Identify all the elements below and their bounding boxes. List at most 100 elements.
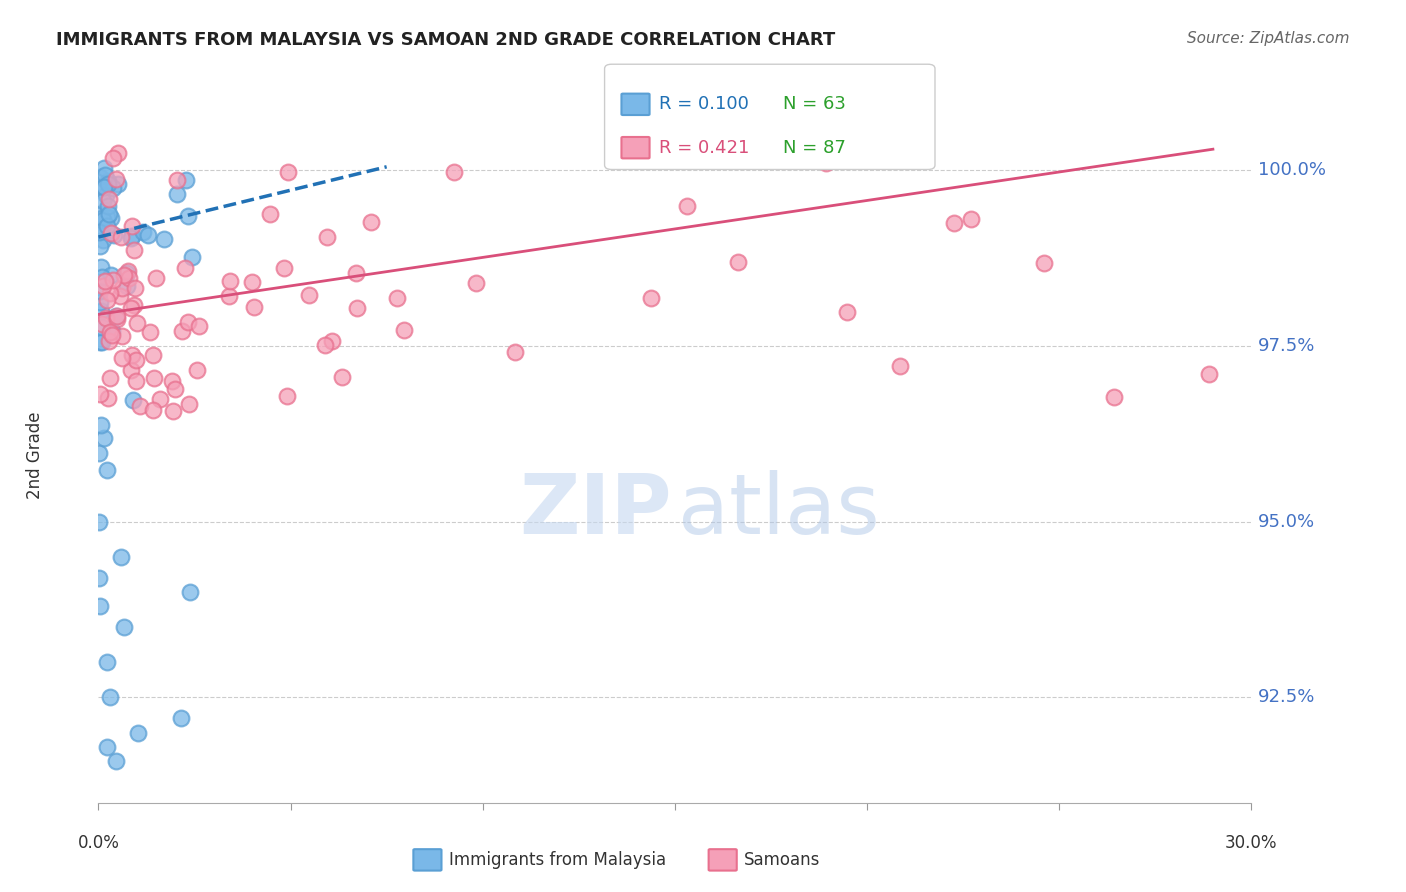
Point xyxy=(89,169,111,184)
Point xyxy=(104,309,127,323)
Point xyxy=(87,571,110,585)
Point xyxy=(103,228,125,243)
Point xyxy=(105,309,128,323)
Point xyxy=(176,173,198,187)
Text: R = 0.100: R = 0.100 xyxy=(659,95,749,113)
Point xyxy=(93,161,115,175)
Point xyxy=(128,725,150,739)
Point xyxy=(89,335,111,350)
Point xyxy=(314,338,336,352)
Point xyxy=(111,351,134,366)
Point xyxy=(179,585,201,599)
Point xyxy=(727,255,749,269)
Point xyxy=(105,312,128,326)
Point xyxy=(149,392,172,407)
Point xyxy=(960,212,983,227)
Point xyxy=(94,310,117,325)
Point xyxy=(100,324,122,338)
Point xyxy=(87,207,110,221)
Point xyxy=(93,431,115,445)
Point xyxy=(94,274,117,288)
Point xyxy=(120,301,142,315)
Point xyxy=(120,363,142,377)
Point xyxy=(181,250,204,264)
Text: 92.5%: 92.5% xyxy=(1258,689,1316,706)
Point xyxy=(330,370,353,384)
Text: 2nd Grade: 2nd Grade xyxy=(25,411,44,499)
Point xyxy=(273,261,295,276)
Point xyxy=(503,345,526,359)
Text: atlas: atlas xyxy=(678,470,880,551)
Point xyxy=(344,266,367,280)
Text: Samoans: Samoans xyxy=(744,851,820,869)
Point xyxy=(89,223,111,237)
Point xyxy=(111,281,134,295)
Point xyxy=(94,187,117,202)
Point xyxy=(259,207,281,221)
Point xyxy=(177,209,200,223)
Point xyxy=(97,207,120,221)
Point xyxy=(120,230,142,244)
Point xyxy=(240,275,263,289)
Point xyxy=(93,194,115,208)
Point xyxy=(87,515,110,529)
Point xyxy=(96,219,118,233)
Point xyxy=(91,269,114,284)
Point xyxy=(218,288,240,302)
Point xyxy=(96,463,118,477)
Text: 30.0%: 30.0% xyxy=(1225,834,1278,852)
Point xyxy=(108,289,131,303)
Point xyxy=(172,324,194,338)
Point xyxy=(97,199,120,213)
Point xyxy=(90,334,112,349)
Point xyxy=(114,620,136,634)
Point xyxy=(89,294,111,309)
Point xyxy=(162,374,184,388)
Point xyxy=(90,211,112,225)
Point xyxy=(96,210,118,224)
Text: 95.0%: 95.0% xyxy=(1258,513,1316,531)
Point xyxy=(392,323,415,337)
Point xyxy=(177,315,200,329)
Point xyxy=(93,179,115,194)
Point xyxy=(276,389,298,403)
Point xyxy=(142,403,165,417)
Point xyxy=(110,230,132,244)
Point xyxy=(91,278,114,293)
Point xyxy=(188,318,211,333)
Point xyxy=(104,754,127,768)
Point xyxy=(89,238,111,252)
Point xyxy=(90,260,112,274)
Point xyxy=(100,325,122,339)
Point xyxy=(676,199,699,213)
Point xyxy=(87,225,110,239)
Point xyxy=(163,382,186,396)
Point xyxy=(174,260,197,275)
Point xyxy=(98,192,121,206)
Point xyxy=(346,301,368,316)
Point xyxy=(89,599,111,613)
Point xyxy=(385,291,408,305)
Point xyxy=(889,359,911,373)
Point xyxy=(100,227,122,241)
Point xyxy=(162,404,184,418)
Point xyxy=(87,445,110,459)
Point xyxy=(121,219,143,233)
Text: N = 87: N = 87 xyxy=(783,138,846,157)
Point xyxy=(91,233,114,247)
Point xyxy=(112,268,135,283)
Point xyxy=(125,353,148,368)
Point xyxy=(107,177,129,191)
Point xyxy=(111,329,134,343)
Point xyxy=(117,264,139,278)
Point xyxy=(103,152,125,166)
Point xyxy=(107,146,129,161)
Point xyxy=(101,273,124,287)
Point xyxy=(103,181,125,195)
Point xyxy=(121,228,143,243)
Point xyxy=(110,549,132,564)
Point xyxy=(321,334,343,348)
Text: 97.5%: 97.5% xyxy=(1258,337,1316,355)
Point xyxy=(100,268,122,282)
Text: ZIP: ZIP xyxy=(519,470,672,551)
